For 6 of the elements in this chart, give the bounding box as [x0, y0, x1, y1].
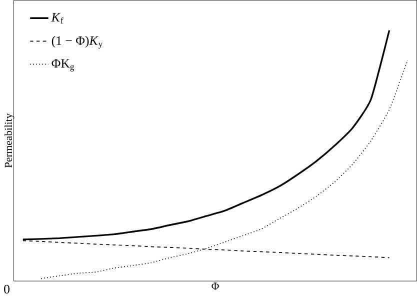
y-axis-title: Permeability [4, 113, 14, 168]
legend-label: ΦK$_{g}$ [52, 59, 74, 72]
legend-label: (1 − Φ)K$_{y}$ [52, 36, 103, 49]
x-axis-title: Φ [212, 282, 219, 290]
text: 0 [4, 284, 10, 294]
legend-label: K$_{f}$ [51, 13, 64, 24]
